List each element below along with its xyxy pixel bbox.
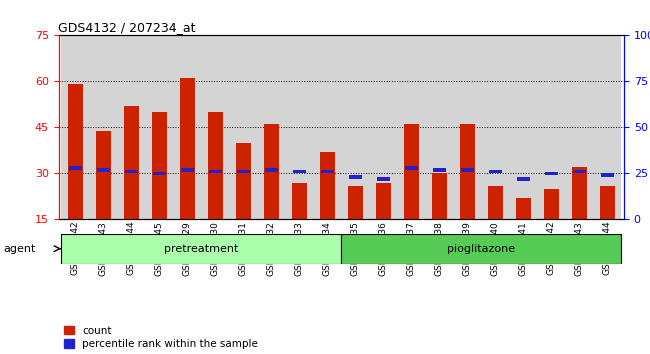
Bar [509, 35, 537, 219]
Bar [265, 168, 278, 172]
Bar [545, 172, 558, 175]
Bar [489, 170, 502, 173]
Bar [377, 177, 390, 181]
Bar [320, 170, 334, 173]
Bar [460, 124, 475, 219]
Bar [593, 35, 621, 219]
Bar [348, 175, 362, 179]
Bar [69, 166, 82, 170]
Bar [397, 35, 425, 219]
Bar [181, 168, 194, 172]
Bar [292, 183, 307, 219]
Bar [320, 152, 335, 219]
Text: GDS4132 / 207234_at: GDS4132 / 207234_at [58, 21, 196, 34]
Bar [229, 35, 257, 219]
Bar [461, 168, 474, 172]
Bar [285, 35, 313, 219]
Bar [257, 35, 285, 219]
Bar [124, 106, 139, 219]
Bar [515, 198, 531, 219]
Bar [61, 35, 89, 219]
Bar [179, 78, 195, 219]
Text: agent: agent [3, 244, 36, 254]
Bar [125, 170, 138, 173]
Bar [376, 183, 391, 219]
Bar [97, 168, 110, 172]
Bar [405, 166, 418, 170]
Bar [571, 167, 587, 219]
Bar [488, 186, 503, 219]
Bar [174, 35, 202, 219]
Bar [117, 35, 146, 219]
Bar [566, 35, 593, 219]
Bar [601, 173, 614, 177]
Bar [146, 35, 174, 219]
Bar [369, 35, 397, 219]
Bar [481, 35, 509, 219]
Bar [292, 170, 306, 173]
Bar [517, 177, 530, 181]
Bar [61, 234, 341, 264]
Bar [151, 112, 167, 219]
Bar [313, 35, 341, 219]
Bar [96, 131, 111, 219]
Bar [89, 35, 117, 219]
Bar [404, 124, 419, 219]
Bar [537, 35, 566, 219]
Bar [153, 172, 166, 175]
Bar [237, 170, 250, 173]
Text: pioglitazone: pioglitazone [447, 244, 515, 254]
Bar [263, 124, 279, 219]
Legend: count, percentile rank within the sample: count, percentile rank within the sample [64, 326, 258, 349]
Bar [341, 35, 369, 219]
Bar [453, 35, 481, 219]
Bar [341, 234, 621, 264]
Bar [202, 35, 229, 219]
Bar [543, 189, 559, 219]
Bar [68, 85, 83, 219]
Bar [348, 186, 363, 219]
Bar [425, 35, 453, 219]
Bar [433, 168, 446, 172]
Bar [235, 143, 251, 219]
Bar [209, 170, 222, 173]
Bar [207, 112, 223, 219]
Text: pretreatment: pretreatment [164, 244, 239, 254]
Bar [432, 173, 447, 219]
Bar [573, 170, 586, 173]
Bar [599, 186, 615, 219]
